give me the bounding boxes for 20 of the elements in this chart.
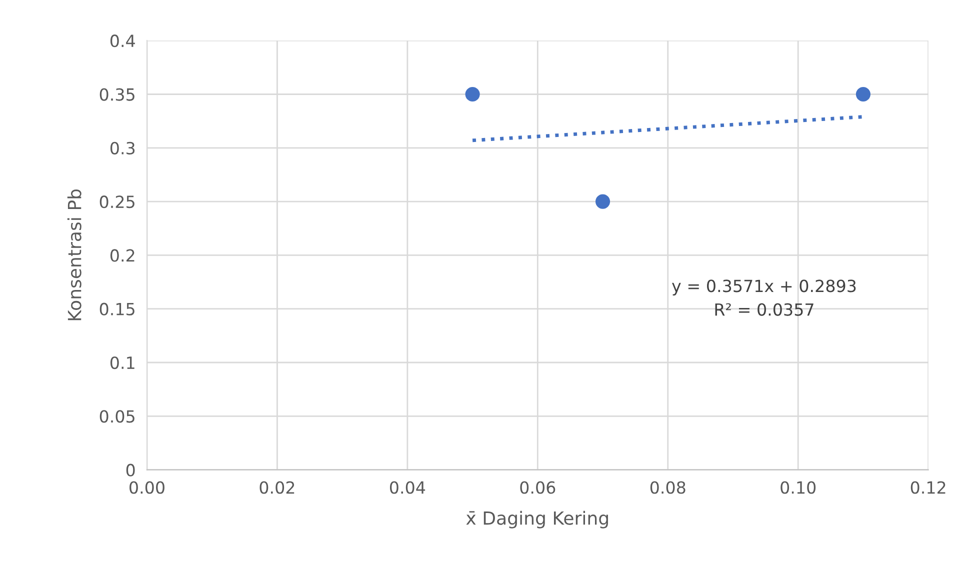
y-tick-label: 0.4 [110,34,135,48]
annotation: R² = 0.0357 [715,303,814,316]
y-tick-label: 0.15 [100,302,134,316]
x-tick-label: 0.12 [910,481,946,494]
x-tick-label: 0.02 [260,481,294,494]
y-tick-label: 0.05 [100,410,134,423]
y-tick-label: 0 [126,464,135,476]
x-tick-label: 0.08 [650,481,686,494]
x-tick-label: 0.00 [130,481,164,494]
x-tick-label: 0.06 [520,481,556,494]
y-tick-label: 0.1 [110,356,134,370]
y-tick-label: 0.35 [100,88,134,101]
x-tick-label: 0.10 [780,481,816,494]
y-tick-label: 0.3 [110,142,135,154]
x-axis-title: x̄ Daging Kering [466,510,608,528]
annotation: y = 0.3571x + 0.2893 [672,280,856,296]
y-axis-title: Konsentrasi Pb [67,189,82,320]
y-tick-label: 0.25 [100,196,134,208]
y-tick-label: 0.2 [110,249,134,262]
x-tick-label: 0.04 [390,481,426,494]
